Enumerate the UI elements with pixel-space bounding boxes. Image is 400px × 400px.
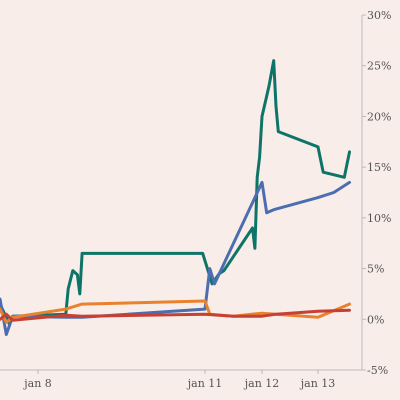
y-tick-label: 10% <box>367 212 391 225</box>
series-lines <box>0 59 351 336</box>
series-line-4 <box>0 308 351 322</box>
y-tick-label: 30% <box>367 9 391 22</box>
series-line-1 <box>0 59 351 326</box>
y-tick-label: 0% <box>367 313 384 326</box>
y-tick-label: -5% <box>367 364 388 377</box>
x-tick-label: jan 13 <box>299 377 336 390</box>
y-tick-label: 15% <box>367 161 391 174</box>
y-tick-label: 25% <box>367 60 391 73</box>
series-line-2 <box>0 180 351 336</box>
x-tick-label: jan 12 <box>243 377 280 390</box>
y-tick-label: 5% <box>367 263 384 276</box>
y-axis-ticks: 30% 25% 20% 15% 10% 5% 0% -5% <box>362 9 391 377</box>
x-tick-label: jan 8 <box>22 377 52 390</box>
x-axis-ticks: jan 8 jan 11 jan 12 jan 13 <box>22 370 335 390</box>
x-tick-label: jan 11 <box>186 377 223 390</box>
y-tick-label: 20% <box>367 110 391 123</box>
